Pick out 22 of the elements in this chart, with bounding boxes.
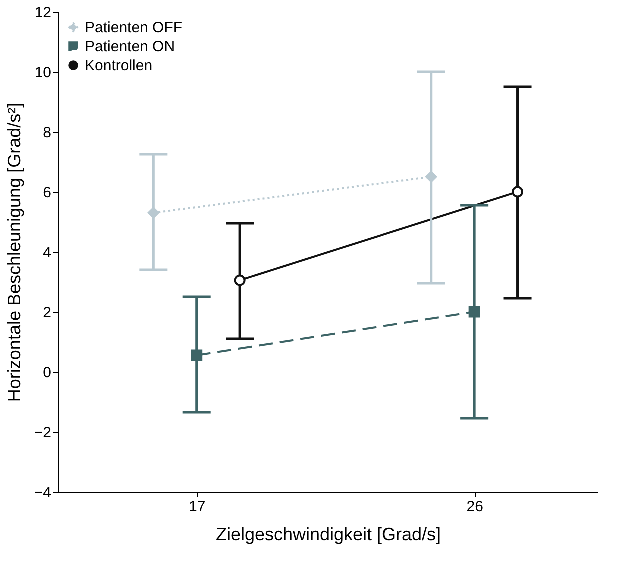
- legend-label: Patienten ON: [85, 38, 176, 56]
- y-tick-label: −4: [34, 484, 52, 502]
- legend-label: Patienten OFF: [85, 20, 183, 36]
- x-axis-title: Zielgeschwindigkeit [Grad/s]: [216, 524, 442, 544]
- point: [468, 306, 480, 318]
- legend-label: Kontrollen: [85, 58, 153, 74]
- y-tick-label: 0: [43, 364, 52, 382]
- y-tick-label: −2: [34, 424, 52, 442]
- y-axis-title: Horizontale Beschleunigung [Grad/s²]: [4, 102, 24, 402]
- x-tick-label: 17: [189, 498, 206, 516]
- y-tick-label: 12: [34, 4, 52, 22]
- point: [234, 274, 246, 286]
- y-tick-label: 4: [43, 244, 52, 262]
- y-tick-label: 6: [43, 184, 52, 202]
- point: [148, 207, 160, 219]
- y-tick-label: 2: [43, 304, 52, 322]
- y-tick-label: 8: [43, 124, 52, 142]
- point: [512, 186, 524, 198]
- x-tick-label: 26: [466, 498, 484, 516]
- point: [191, 350, 203, 362]
- y-tick-label: 10: [34, 64, 52, 82]
- point: [426, 171, 438, 183]
